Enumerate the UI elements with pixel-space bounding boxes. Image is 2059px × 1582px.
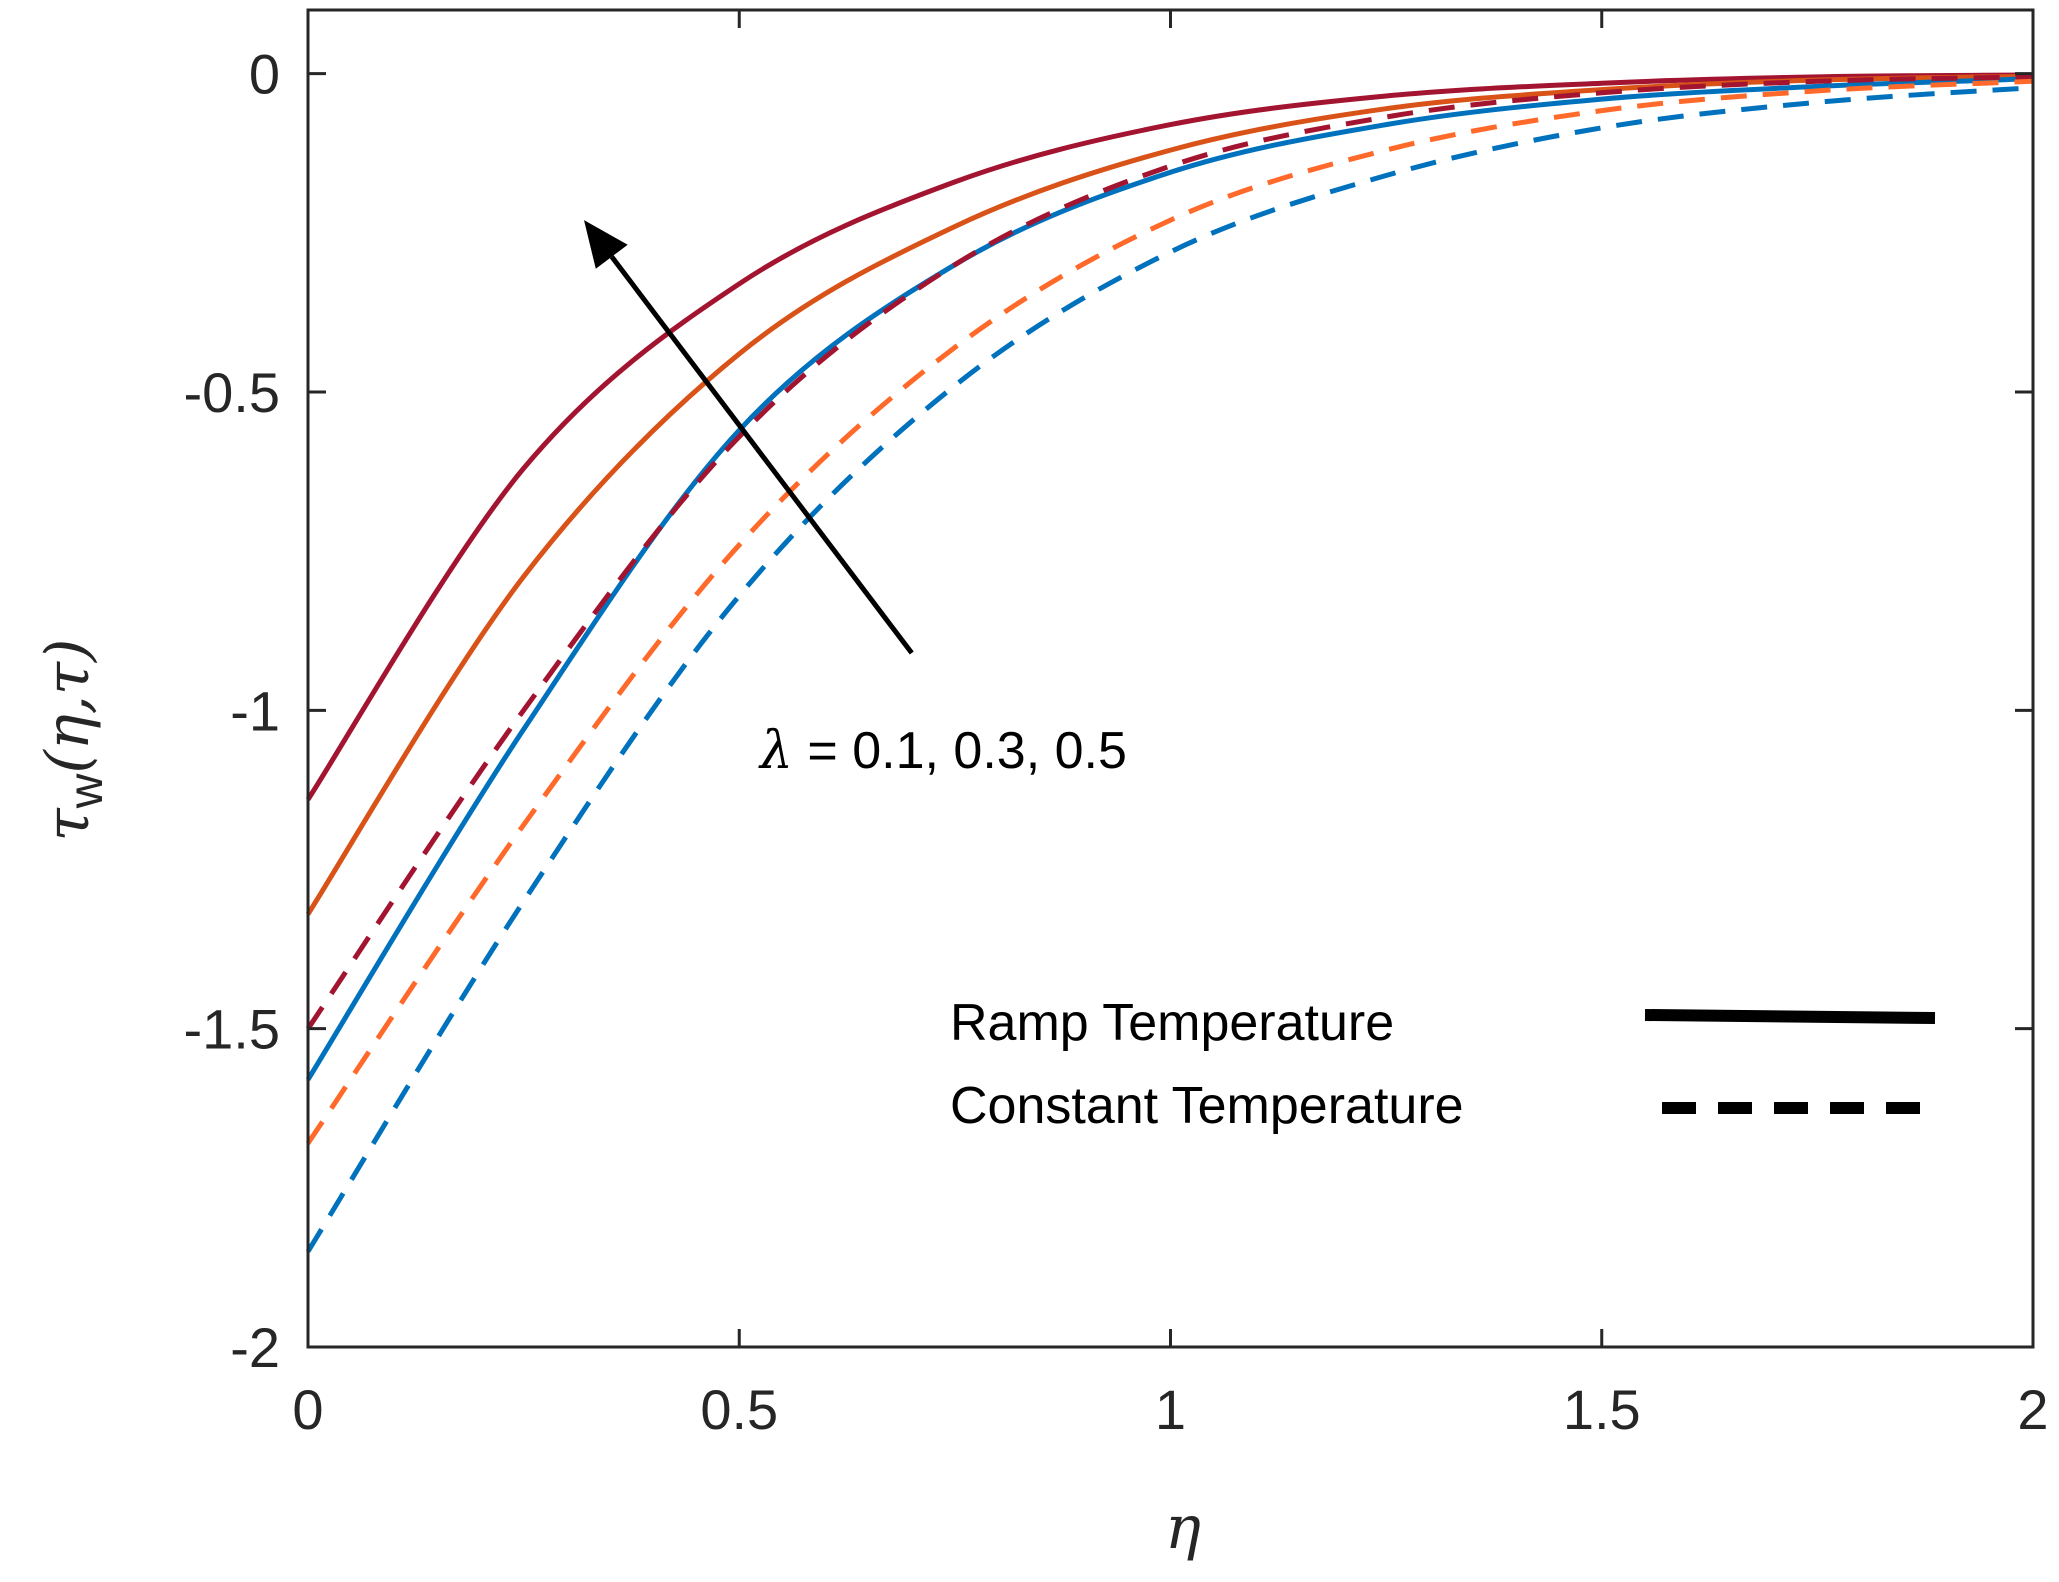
x-tick-label: 0 <box>292 1378 323 1441</box>
legend: Ramp Temperature Constant Temperature <box>950 994 1940 1135</box>
y-tick-label: 0 <box>249 43 280 106</box>
plot-area <box>305 72 2034 1253</box>
legend-label-constant: Constant Temperature <box>950 1077 1464 1135</box>
lambda-values: = 0.1, 0.3, 0.5 <box>793 722 1127 780</box>
y-axis-label-sub: w <box>60 773 113 809</box>
lambda-annotation: λ = 0.1, 0.3, 0.5 <box>758 721 1127 781</box>
y-axis-label-args: (η,τ) <box>33 639 103 774</box>
y-tick-label: -2 <box>230 1316 280 1379</box>
x-tick-label: 1 <box>1155 1378 1186 1441</box>
y-axis-label-main: τ <box>33 807 103 841</box>
x-tick-label: 0.5 <box>700 1378 778 1441</box>
series-line-ramp-0 <box>305 72 2034 801</box>
axes-box <box>306 8 2035 1349</box>
y-tick-label: -0.5 <box>184 361 281 424</box>
svg-text:τw(η,τ): τw(η,τ) <box>33 639 113 842</box>
annotation-arrow-head <box>584 220 628 269</box>
x-axis-label: η <box>1165 1493 1201 1563</box>
x-tick-label: 1.5 <box>1563 1378 1641 1441</box>
series-line-ramp-1 <box>305 73 2034 916</box>
y-tick-label: -1 <box>230 679 280 742</box>
annotation: λ = 0.1, 0.3, 0.5 <box>584 220 1127 781</box>
x-tick-label: 2 <box>2017 1378 2048 1441</box>
legend-label-ramp: Ramp Temperature <box>950 994 1394 1052</box>
series-line-constant-4 <box>305 78 2034 1145</box>
legend-swatch-solid <box>1644 1009 1936 1024</box>
lambda-symbol: λ <box>758 721 793 781</box>
y-tick-label: -1.5 <box>184 998 281 1061</box>
series-line-ramp-2 <box>305 76 2034 1081</box>
axes: 0 0.5 1 1.5 2 0 -0.5 -1 -1.5 -2 <box>184 8 2049 1441</box>
y-axis-label: τw(η,τ) <box>33 639 113 842</box>
annotation-arrow-shaft <box>609 255 914 655</box>
series-line-constant-5 <box>305 85 2034 1253</box>
axis-labels: η τw(η,τ) <box>33 639 1201 1563</box>
